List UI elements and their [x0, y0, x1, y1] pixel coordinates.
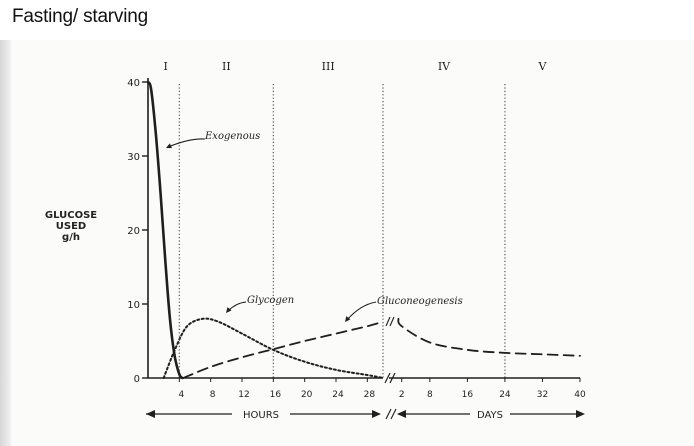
days-tick-label-16: 16: [462, 390, 474, 400]
series-label-exogenous: Exogenous: [204, 131, 260, 142]
curve-break-mark-1: [385, 316, 391, 327]
gluconeogenesis-leader: [346, 301, 377, 321]
hours-arrowhead-right: [372, 410, 381, 418]
hours-axis-label: HOURS: [243, 410, 279, 421]
hours-tick-label-24: 24: [332, 390, 344, 400]
days-tick-label-2: 2: [399, 390, 405, 400]
hours-tick-label-8: 8: [210, 390, 216, 400]
gluconeogenesis-leader-head: [345, 316, 351, 322]
left-edge-shadow: [0, 40, 13, 446]
glycogen-leader-head: [226, 307, 232, 313]
phase-label-1: I: [163, 60, 167, 73]
phase-label-5: V: [537, 60, 547, 73]
exogenous-leader-head: [166, 143, 172, 149]
hours-tick-label-16: 16: [270, 390, 282, 400]
series-label-glycogen: Glycogen: [247, 295, 294, 306]
series-label-gluconeogenesis: Gluconeogenesis: [377, 296, 463, 307]
phase-label-4: IV: [438, 60, 451, 73]
y-axis-title-line-2: USED: [55, 221, 87, 232]
y-axis-title-line-3: g/h: [62, 232, 80, 243]
span-break-mark-2: [390, 408, 397, 420]
days-tick-label-24: 24: [499, 390, 511, 400]
x-axis-break-mark-2: [389, 372, 396, 384]
days-tick-label-8: 8: [427, 390, 433, 400]
series-glycogen-hours: [162, 317, 384, 379]
series-gluconeogenesis-hours: [182, 320, 384, 379]
days-tick-label-40: 40: [574, 390, 586, 400]
hours-tick-label-12: 12: [238, 390, 249, 400]
days-tick-label-32: 32: [537, 390, 548, 400]
hours-arrowhead-left: [146, 410, 155, 418]
y-tick-label-0: 0: [134, 374, 140, 385]
hours-tick-label-4: 4: [178, 390, 184, 400]
days-arrowhead-right: [576, 410, 585, 418]
phase-label-3: III: [322, 60, 335, 73]
y-axis-title-line-1: GLUCOSE: [44, 210, 98, 221]
y-tick-label-20: 20: [127, 226, 140, 237]
y-tick-label-10: 10: [127, 300, 140, 311]
glycogen-leader: [227, 301, 247, 312]
page-title: Fasting/ starving: [12, 6, 148, 27]
days-axis-label: DAYS: [477, 410, 503, 421]
exogenous-leader: [167, 138, 206, 148]
curve-break-mark-2: [389, 316, 395, 327]
days-arrowhead-left: [397, 410, 406, 418]
span-break-mark-1: [385, 408, 392, 420]
hours-tick-label-28: 28: [364, 390, 376, 400]
y-tick-label-40: 40: [127, 78, 140, 89]
y-tick-label-30: 30: [127, 152, 140, 163]
x-axis-break-mark-1: [384, 372, 391, 384]
series-gluconeogenesis-days: [397, 317, 581, 357]
phase-label-2: II: [222, 60, 231, 73]
hours-tick-label-20: 20: [301, 390, 313, 400]
series-exogenous-hours: [146, 80, 184, 380]
